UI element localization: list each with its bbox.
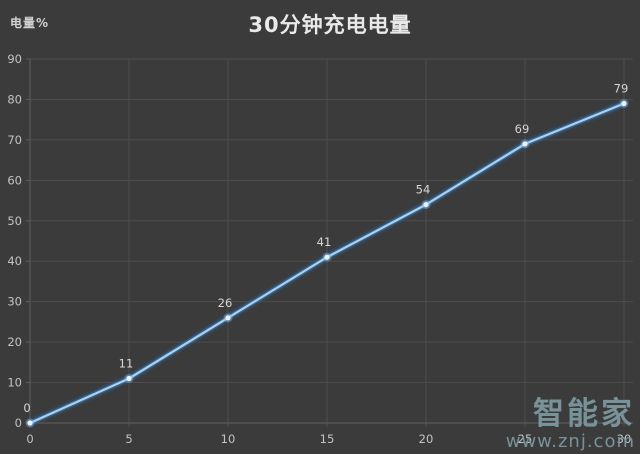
y-tick-label: 0	[15, 416, 22, 430]
x-tick-label: 0	[26, 432, 33, 446]
y-tick-label: 10	[7, 376, 22, 390]
y-tick-label: 40	[7, 254, 22, 268]
data-point-label: 69	[515, 122, 530, 136]
y-axis-unit-label: 电量%	[10, 16, 50, 30]
data-point	[423, 202, 429, 208]
y-tick-label: 70	[7, 133, 22, 147]
data-point	[522, 141, 528, 147]
watermark-url: www.znj.com	[505, 431, 635, 452]
data-point	[324, 254, 330, 260]
watermark: 智能家 www.znj.com	[506, 399, 635, 451]
data-point	[27, 420, 33, 426]
data-point-label: 11	[119, 357, 134, 371]
x-tick-label: 25	[518, 432, 533, 446]
data-point	[126, 375, 132, 382]
data-point	[225, 315, 231, 321]
x-tick-label: 30	[617, 432, 632, 446]
y-tick-label: 80	[7, 92, 22, 106]
x-tick-label: 20	[419, 432, 434, 446]
data-point-label: 0	[23, 401, 30, 415]
y-tick-label: 30	[7, 295, 22, 309]
data-point	[621, 100, 627, 107]
data-point-label: 79	[614, 81, 629, 95]
y-tick-label: 90	[7, 52, 22, 66]
y-tick-label: 60	[7, 173, 22, 187]
chart-title: 30分钟充电电量	[248, 13, 412, 37]
watermark-logo-text: 智能家	[533, 396, 635, 432]
data-point-label: 54	[416, 183, 431, 197]
x-tick-label: 10	[221, 432, 236, 446]
x-tick-label: 15	[320, 432, 335, 446]
data-point-label: 26	[218, 296, 233, 310]
data-point-label: 41	[317, 235, 332, 249]
y-tick-label: 20	[7, 335, 22, 349]
y-tick-label: 50	[7, 214, 22, 228]
x-tick-label: 5	[125, 432, 132, 446]
